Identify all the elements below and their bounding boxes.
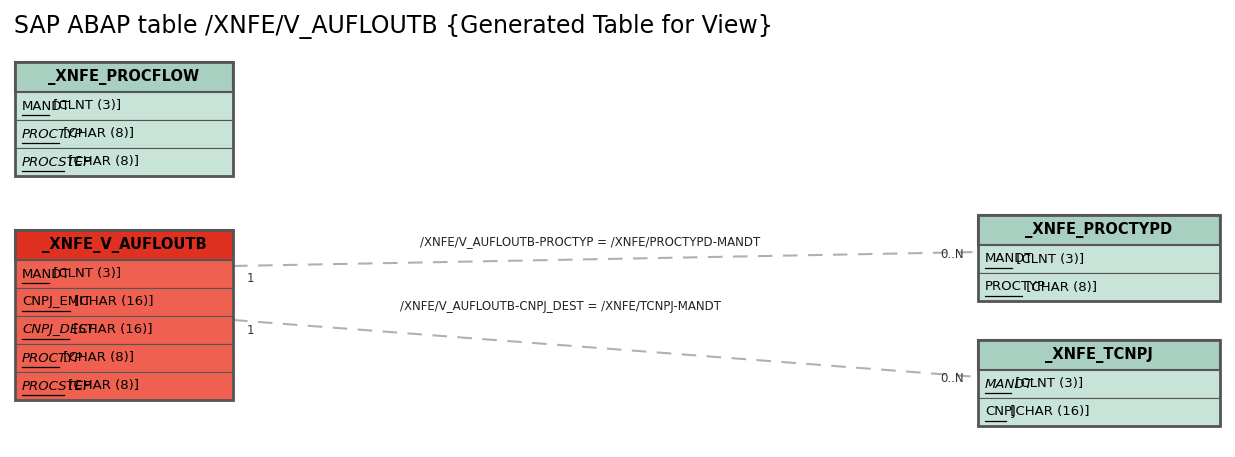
Bar	[978, 370, 1220, 398]
Text: _XNFE_V_AUFLOUTB: _XNFE_V_AUFLOUTB	[42, 237, 206, 253]
Bar	[15, 230, 233, 400]
Bar	[15, 62, 233, 92]
Bar	[15, 372, 233, 400]
Text: [CHAR (8)]: [CHAR (8)]	[58, 128, 133, 140]
Bar	[15, 120, 233, 148]
Text: 1: 1	[247, 324, 254, 336]
Bar	[978, 215, 1220, 301]
Text: /XNFE/V_AUFLOUTB-PROCTYP = /XNFE/PROCTYPD-MANDT: /XNFE/V_AUFLOUTB-PROCTYP = /XNFE/PROCTYP…	[420, 235, 760, 248]
Bar	[978, 273, 1220, 301]
Bar	[15, 316, 233, 344]
Text: SAP ABAP table /XNFE/V_AUFLOUTB {Generated Table for View}: SAP ABAP table /XNFE/V_AUFLOUTB {Generat…	[14, 14, 773, 39]
Text: PROCTYP: PROCTYP	[22, 128, 83, 140]
Text: /XNFE/V_AUFLOUTB-CNPJ_DEST = /XNFE/TCNPJ-MANDT: /XNFE/V_AUFLOUTB-CNPJ_DEST = /XNFE/TCNPJ…	[399, 300, 720, 313]
Text: [CLNT (3)]: [CLNT (3)]	[48, 267, 121, 281]
Text: [CHAR (16)]: [CHAR (16)]	[69, 324, 153, 336]
Text: _XNFE_PROCTYPD: _XNFE_PROCTYPD	[1025, 222, 1172, 238]
Text: CNPJ_EMIT: CNPJ_EMIT	[22, 296, 91, 308]
Bar	[15, 288, 233, 316]
Text: CNPJ_DEST: CNPJ_DEST	[22, 324, 95, 336]
Text: 1: 1	[247, 271, 254, 285]
Text: MANDT: MANDT	[22, 267, 70, 281]
Bar	[15, 62, 233, 176]
Text: PROCSTEP: PROCSTEP	[22, 155, 91, 169]
Text: [CLNT (3)]: [CLNT (3)]	[48, 100, 121, 112]
Bar	[978, 340, 1220, 370]
Bar	[15, 92, 233, 120]
Text: MANDT: MANDT	[22, 100, 70, 112]
Text: 0..N: 0..N	[940, 372, 965, 386]
Text: [CHAR (8)]: [CHAR (8)]	[64, 379, 138, 393]
Bar	[15, 260, 233, 288]
Bar	[978, 215, 1220, 245]
Text: _XNFE_TCNPJ: _XNFE_TCNPJ	[1045, 347, 1153, 363]
Text: CNPJ: CNPJ	[986, 405, 1016, 419]
Bar	[978, 398, 1220, 426]
Text: _XNFE_PROCFLOW: _XNFE_PROCFLOW	[48, 69, 200, 85]
Bar	[15, 148, 233, 176]
Bar	[978, 245, 1220, 273]
Text: 0..N: 0..N	[940, 248, 965, 260]
Text: [CLNT (3)]: [CLNT (3)]	[1011, 377, 1083, 390]
Text: [CHAR (16)]: [CHAR (16)]	[1007, 405, 1089, 419]
Bar	[15, 230, 233, 260]
Text: [CHAR (8)]: [CHAR (8)]	[64, 155, 138, 169]
Text: PROCTYP: PROCTYP	[986, 281, 1046, 293]
Bar	[15, 344, 233, 372]
Text: MANDT: MANDT	[986, 253, 1034, 266]
Text: [CHAR (16)]: [CHAR (16)]	[70, 296, 153, 308]
Text: PROCTYP: PROCTYP	[22, 351, 83, 365]
Text: [CHAR (8)]: [CHAR (8)]	[1023, 281, 1097, 293]
Text: [CLNT (3)]: [CLNT (3)]	[1011, 253, 1084, 266]
Text: [CHAR (8)]: [CHAR (8)]	[58, 351, 133, 365]
Text: PROCSTEP: PROCSTEP	[22, 379, 91, 393]
Text: MANDT: MANDT	[986, 377, 1034, 390]
Bar	[978, 340, 1220, 426]
